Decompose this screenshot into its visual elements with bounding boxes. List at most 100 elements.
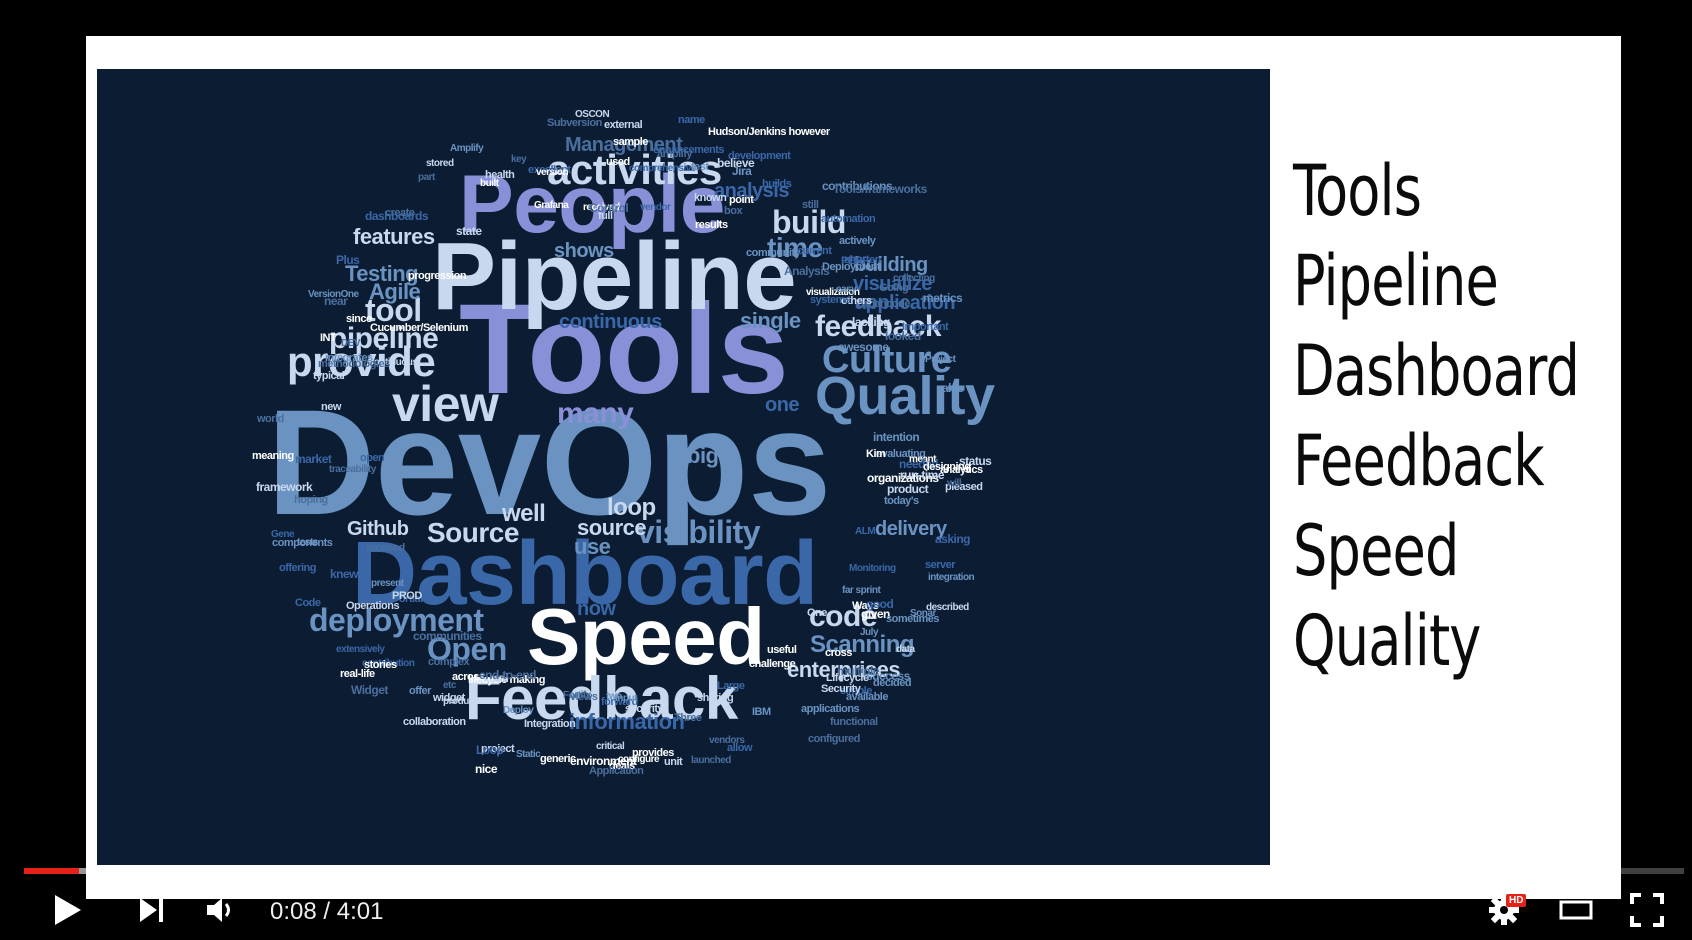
word-cloud-word: sharing xyxy=(697,692,734,704)
word-cloud-word: simple xyxy=(840,685,872,697)
seek-bar[interactable] xyxy=(24,868,1684,874)
word-cloud-word: key xyxy=(511,154,527,165)
fullscreen-button[interactable] xyxy=(1627,890,1667,930)
word-cloud-word: complex xyxy=(428,656,470,668)
word-cloud-word: features xyxy=(353,224,435,249)
word-cloud-word: full xyxy=(598,210,613,222)
theater-mode-button[interactable] xyxy=(1556,890,1596,930)
word-cloud-word: source xyxy=(577,515,647,540)
word-cloud-word: DEV xyxy=(341,338,361,349)
word-cloud-word: real-life xyxy=(340,668,375,680)
word-cloud-word: easy xyxy=(836,284,857,295)
word-cloud-word: Amplify xyxy=(450,143,484,154)
word-cloud-word: box xyxy=(724,205,743,217)
word-cloud-word: framework xyxy=(256,480,313,494)
word-cloud-word: big xyxy=(687,443,719,468)
word-cloud-word: far sprint xyxy=(842,585,881,596)
word-cloud-word: input xyxy=(615,693,637,704)
buffered-bar xyxy=(24,868,529,874)
word-cloud-word: test xyxy=(691,161,709,173)
word-cloud-word: Fortify xyxy=(563,690,591,701)
word-cloud-word: cross xyxy=(825,647,852,659)
word-cloud-word: integration xyxy=(928,572,975,583)
word-cloud-word: Open xyxy=(427,631,507,667)
word-cloud-word: contributions xyxy=(822,179,893,193)
word-cloud-word: progression xyxy=(408,270,467,282)
theater-mode-icon xyxy=(1559,900,1593,920)
next-button[interactable] xyxy=(132,890,172,930)
settings-button[interactable]: HD xyxy=(1484,890,1527,930)
word-cloud-word: stories xyxy=(364,659,397,671)
word-cloud-word: actively xyxy=(839,235,876,247)
word-cloud-word: ALM xyxy=(855,526,876,537)
word-cloud-word: Kim xyxy=(866,448,886,460)
word-cloud-word: will xyxy=(947,478,962,489)
word-cloud-word: provides xyxy=(632,747,674,759)
play-button[interactable] xyxy=(48,890,88,930)
word-cloud-word: known xyxy=(694,192,727,204)
word-cloud-word: INT xyxy=(320,332,337,344)
word-cloud-word: allow xyxy=(727,742,753,754)
word-cloud-word: unit xyxy=(664,756,683,768)
word-cloud-word: health xyxy=(485,169,515,181)
word-cloud-word: forward xyxy=(601,696,638,708)
word-cloud-word: looked xyxy=(885,329,921,343)
word-cloud-word: built xyxy=(480,178,499,189)
word-cloud-word: tool xyxy=(365,292,422,328)
word-cloud-word: shows xyxy=(554,240,614,262)
word-cloud-word: configured xyxy=(808,733,860,745)
word-cloud-word: success xyxy=(866,669,910,683)
word-cloud-word: enterprises xyxy=(787,657,901,682)
word-cloud-word: intention xyxy=(873,430,920,444)
word-cloud-word: etc xyxy=(443,680,456,691)
word-cloud-word: Monitoring xyxy=(849,563,896,574)
word-cloud-word: delivery xyxy=(875,518,947,540)
word-cloud-word: Control xyxy=(589,201,629,215)
topic-item: Dashboard xyxy=(1293,330,1580,412)
word-cloud-word: Application xyxy=(589,765,644,777)
word-cloud-word: development xyxy=(728,150,791,162)
word-cloud-word: real xyxy=(489,671,509,685)
word-cloud-word: security xyxy=(625,703,664,715)
word-cloud-word: Loop xyxy=(476,743,504,757)
word-cloud-word: project xyxy=(481,743,515,755)
word-cloud-word: One xyxy=(807,607,827,619)
word-cloud-word: Tools xyxy=(459,278,789,421)
word-cloud-word: environment xyxy=(570,754,637,768)
word-cloud-word: open xyxy=(360,452,385,464)
word-cloud-word: single xyxy=(740,308,801,333)
word-cloud-word: extensively xyxy=(336,644,385,655)
word-cloud-word: meant xyxy=(909,454,936,465)
word-cloud-word: Hudson/Jenkins however xyxy=(708,126,830,138)
word-cloud-word: Scanning xyxy=(810,631,915,658)
word-cloud-word: Culture xyxy=(822,339,952,381)
volume-button[interactable] xyxy=(200,890,240,930)
word-cloud-word: available xyxy=(846,691,888,703)
word-cloud-word: build xyxy=(772,204,846,240)
word-cloud-word: Pipeline xyxy=(432,223,797,330)
word-cloud-word: Continuous xyxy=(367,357,418,368)
word-cloud-word: communities xyxy=(413,629,482,643)
word-cloud-word: offering xyxy=(279,562,316,574)
word-cloud-word: Source xyxy=(427,517,519,548)
next-icon xyxy=(140,898,163,922)
word-cloud-word: configure xyxy=(618,754,660,765)
word-cloud-word: application xyxy=(855,292,956,314)
word-cloud-word: pipeline xyxy=(329,322,439,355)
word-cloud-word: analysis xyxy=(714,180,789,202)
word-cloud-word: provide xyxy=(287,338,436,385)
word-cloud-word: state xyxy=(456,224,482,238)
word-cloud-word: code xyxy=(809,600,878,633)
word-cloud-image: DevOps Tools Pipeline People Dashboard Speed F… xyxy=(97,69,1270,865)
word-cloud-word: visibility xyxy=(637,514,761,550)
word-cloud-word: external xyxy=(604,119,643,131)
word-cloud-word: others xyxy=(841,295,872,307)
word-cloud-word: Jira xyxy=(732,164,752,178)
word-cloud-word: Three xyxy=(674,712,702,724)
word-cloud-word: part xyxy=(418,172,435,183)
word-cloud-word: stored xyxy=(426,158,454,169)
word-cloud-word: sometimes xyxy=(886,613,939,625)
word-cloud-word: DevOps xyxy=(267,378,831,546)
word-cloud-word: Going xyxy=(879,282,909,294)
video-frame-slide: DevOps Tools Pipeline People Dashboard Speed F… xyxy=(86,36,1621,899)
